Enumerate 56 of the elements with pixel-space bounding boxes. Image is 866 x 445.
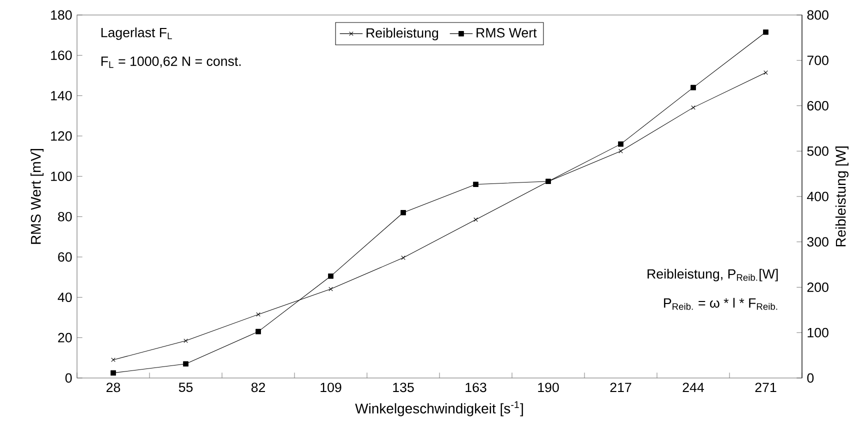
- point: [618, 148, 623, 154]
- point: [473, 182, 478, 188]
- y-axis-title: RMS Wert [mV]: [30, 149, 44, 244]
- point: [474, 217, 478, 222]
- y-tick-label: 20: [58, 332, 72, 342]
- y-tick-label: 140: [51, 90, 72, 100]
- y2-tick-label: 600: [807, 101, 828, 110]
- y-tick-label: 80: [58, 212, 72, 222]
- x-tick-label: 190: [538, 382, 559, 392]
- point: [183, 361, 188, 367]
- x-tick-label: 244: [682, 382, 704, 392]
- y2-tick-label: 400: [807, 192, 828, 202]
- y2-tick-label: 800: [807, 10, 828, 20]
- y2-tick-label: 700: [807, 56, 828, 66]
- x-tick-label: 271: [755, 382, 776, 392]
- point: [110, 370, 116, 376]
- x-tick-label: 55: [178, 382, 193, 392]
- point: [691, 105, 696, 110]
- y-tick-label: 0: [65, 373, 72, 383]
- annotation: Lagerlast F$_{L}$: [101, 27, 172, 40]
- y2-tick-label: 500: [807, 146, 828, 156]
- point: [400, 210, 406, 216]
- y-tick-label: 100: [51, 172, 72, 182]
- y2-axis-title: Reibleistung [W]: [835, 146, 848, 246]
- point: [690, 84, 696, 90]
- point: [401, 256, 406, 260]
- x-tick-label: 28: [106, 382, 120, 392]
- x-tick-label: 109: [320, 382, 342, 392]
- point: [763, 29, 768, 35]
- x-tick-label: 135: [393, 382, 414, 392]
- y2-tick-label: 300: [807, 237, 828, 247]
- legend-label: RMS Wert: [476, 28, 537, 38]
- x-tick-label: 217: [610, 382, 632, 392]
- y-tick-label: 120: [51, 131, 72, 141]
- point: [184, 338, 188, 343]
- y2-tick-label: 100: [808, 328, 828, 338]
- annotation: P$_{Reib.}$ = ω * l * F$_{Reib.}$: [664, 298, 778, 310]
- point: [618, 141, 624, 147]
- point: [256, 312, 260, 317]
- legend-label: Reibleistung: [366, 28, 438, 40]
- y2-tick-label: 0: [807, 373, 814, 383]
- y2-tick-label: 200: [807, 282, 828, 292]
- point: [328, 286, 333, 292]
- point: [764, 70, 768, 75]
- x-tick-label: 82: [251, 382, 266, 392]
- y-tick-label: 60: [58, 252, 72, 262]
- y-tick-label: 180: [51, 10, 72, 20]
- annotation: F$_{L}$ = 1000,62 N = const.: [101, 56, 241, 68]
- x-tick-label: 163: [466, 382, 486, 392]
- point: [256, 328, 261, 334]
- point: [111, 358, 116, 362]
- point: [328, 273, 334, 279]
- y-tick-label: 40: [58, 292, 72, 302]
- y-tick-label: 160: [51, 50, 72, 60]
- x-axis-title: Winkelgeschwindigkeit [s$^{-1}$]: [355, 401, 523, 416]
- annotation: Reibleistung, P$_{Reib.}$[W]: [648, 268, 778, 282]
